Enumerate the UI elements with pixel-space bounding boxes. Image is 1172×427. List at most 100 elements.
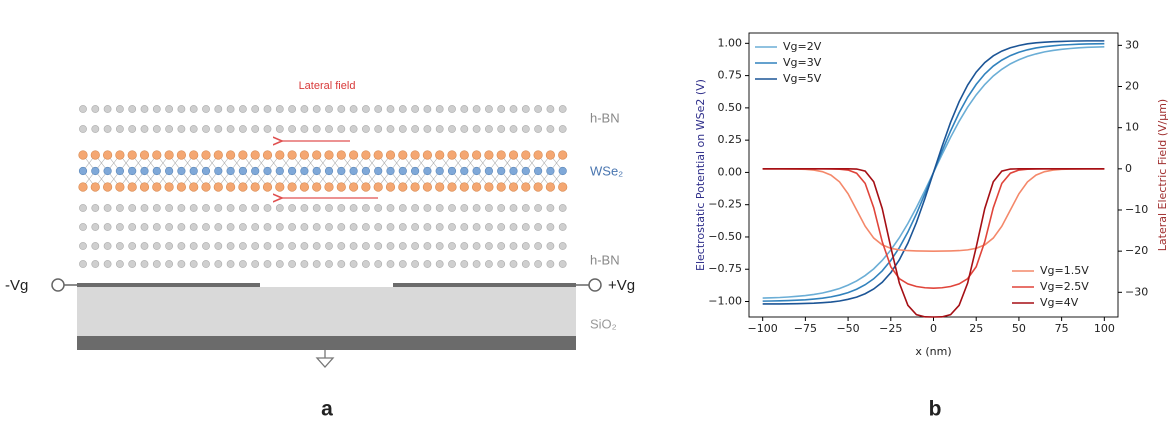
se-atom bbox=[459, 182, 469, 192]
hbn-atom bbox=[152, 105, 161, 113]
hbn-atom bbox=[140, 260, 149, 268]
hbn-atom bbox=[349, 223, 358, 231]
se-atom bbox=[312, 150, 322, 160]
hbn-atom bbox=[226, 204, 235, 212]
se-atom bbox=[521, 182, 531, 192]
hbn-atom bbox=[288, 223, 296, 231]
hbn-atom bbox=[349, 260, 358, 268]
se-atom bbox=[226, 182, 236, 192]
se-atom bbox=[496, 150, 506, 160]
se-atom bbox=[558, 182, 568, 192]
x-tick-label: 100 bbox=[1094, 322, 1115, 335]
y2-tick-label: −10 bbox=[1125, 203, 1148, 216]
hbn-atom bbox=[361, 260, 370, 268]
hbn-atom bbox=[509, 242, 518, 250]
hbn-atom bbox=[349, 125, 358, 133]
y-tick-label: −0.25 bbox=[708, 198, 742, 211]
x-tick-label: 75 bbox=[1055, 322, 1069, 335]
hbn-atom bbox=[361, 105, 370, 113]
se-atom bbox=[324, 150, 334, 160]
hbn-atom bbox=[116, 204, 124, 212]
hbn-atom bbox=[226, 125, 235, 133]
se-atom bbox=[496, 182, 506, 192]
hbn-atom bbox=[325, 125, 333, 133]
se-atom bbox=[127, 150, 137, 160]
se-atom bbox=[164, 182, 174, 192]
se-atom bbox=[422, 182, 433, 192]
w-atom bbox=[238, 166, 247, 176]
hbn-atom bbox=[116, 242, 124, 250]
hbn-atom bbox=[472, 204, 481, 212]
y2-tick-label: 30 bbox=[1125, 38, 1139, 51]
hbn-atom bbox=[165, 204, 173, 212]
hbn-atom bbox=[325, 260, 333, 268]
hbn-atom bbox=[103, 223, 112, 231]
w-atom bbox=[533, 166, 543, 176]
hbn-atom bbox=[263, 105, 272, 113]
w-atom bbox=[115, 166, 124, 176]
se-atom bbox=[115, 182, 125, 192]
w-atom bbox=[484, 166, 494, 176]
se-atom bbox=[201, 182, 211, 192]
se-atom bbox=[410, 150, 420, 160]
hbn-atom bbox=[300, 204, 309, 212]
x-tick-label: −50 bbox=[836, 322, 859, 335]
legend-label: Vg=4V bbox=[1040, 296, 1079, 309]
se-atom bbox=[262, 182, 273, 192]
hbn-atom bbox=[177, 125, 186, 133]
w-atom bbox=[226, 166, 235, 176]
hbn-atom bbox=[349, 204, 358, 212]
w-atom bbox=[312, 166, 321, 176]
hbn-atom bbox=[435, 223, 444, 231]
hbn-atom bbox=[300, 242, 309, 250]
hbn-atom bbox=[398, 223, 407, 231]
field-label: Lateral field bbox=[299, 80, 356, 92]
hbn-atom bbox=[251, 242, 260, 250]
se-atom bbox=[545, 182, 556, 192]
hbn-atom bbox=[251, 105, 260, 113]
legend-label: Vg=3V bbox=[783, 56, 822, 69]
hbn-atom bbox=[558, 223, 567, 231]
hbn-atom bbox=[325, 105, 333, 113]
hbn-atom bbox=[411, 260, 419, 268]
panel-label: a bbox=[321, 398, 333, 421]
se-atom bbox=[152, 182, 162, 192]
wse2-label: WSe₂ bbox=[590, 163, 623, 178]
hbn-atom bbox=[79, 242, 87, 250]
w-atom bbox=[140, 166, 149, 176]
hbn-atom bbox=[128, 204, 137, 212]
hbn-atom bbox=[521, 223, 530, 231]
hbn-atom bbox=[509, 204, 518, 212]
w-atom bbox=[349, 166, 358, 176]
hbn-atom bbox=[472, 125, 481, 133]
hbn-atom bbox=[300, 125, 309, 133]
w-atom bbox=[103, 166, 112, 176]
hbn-atom bbox=[423, 260, 432, 268]
w-atom bbox=[447, 166, 457, 176]
hbn-atom bbox=[202, 223, 210, 231]
hbn-atom bbox=[325, 204, 333, 212]
ground bbox=[315, 350, 335, 368]
hbn-atom bbox=[337, 242, 346, 250]
w-atom bbox=[189, 166, 198, 176]
hbn-atom bbox=[386, 242, 395, 250]
w-atom bbox=[152, 166, 161, 176]
hbn-atom bbox=[275, 223, 284, 231]
hbn-atom bbox=[558, 242, 567, 250]
hbn-atom bbox=[423, 105, 432, 113]
hbn-atom bbox=[202, 204, 210, 212]
hbn-atom bbox=[484, 223, 493, 231]
se-atom bbox=[189, 182, 199, 192]
hbn-atom bbox=[275, 105, 284, 113]
se-atom bbox=[472, 150, 482, 160]
w-atom bbox=[521, 166, 530, 176]
x-tick-label: 0 bbox=[930, 322, 937, 335]
terminal-label: -Vg bbox=[5, 277, 28, 294]
hbn-atom bbox=[411, 105, 419, 113]
hbn-atom bbox=[263, 223, 272, 231]
se-atom bbox=[410, 182, 420, 192]
se-atom bbox=[385, 182, 396, 192]
hbn-atom bbox=[177, 223, 186, 231]
se-atom bbox=[361, 182, 371, 192]
hbn-atom bbox=[398, 242, 407, 250]
